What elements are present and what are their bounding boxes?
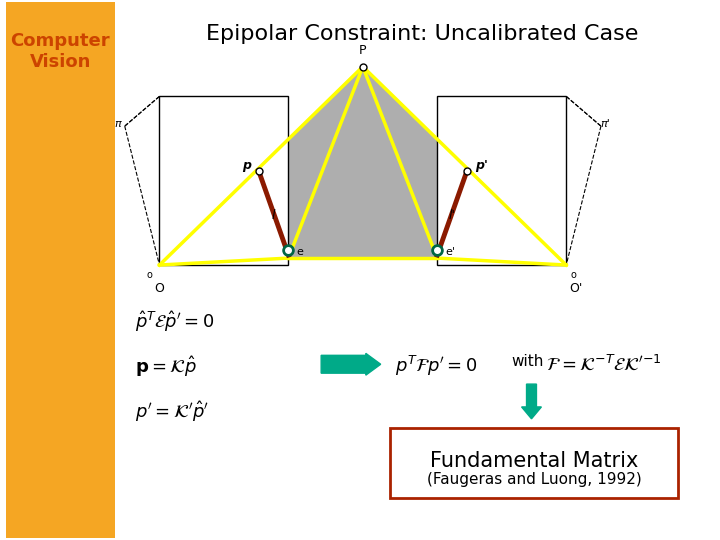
Text: $p^T \mathcal{F} p' = 0$: $p^T \mathcal{F} p' = 0$ [395,354,477,379]
Polygon shape [289,66,437,258]
Text: π': π' [600,119,610,129]
Text: O: O [155,282,164,295]
Text: o: o [570,270,576,280]
Text: $\hat{p}^T \mathcal{E} \hat{p}' = 0$: $\hat{p}^T \mathcal{E} \hat{p}' = 0$ [135,309,214,334]
FancyBboxPatch shape [390,428,678,498]
Text: Computer
Vision: Computer Vision [10,32,110,71]
FancyArrow shape [521,384,541,419]
Text: p: p [242,159,251,172]
Text: O': O' [570,282,582,295]
Text: with: with [512,354,544,369]
Text: p': p' [475,159,488,172]
Text: $p' = \mathcal{K}'\hat{p}'$: $p' = \mathcal{K}'\hat{p}'$ [135,399,209,424]
Text: $\mathbf{p} = \mathcal{K}\hat{p}$: $\mathbf{p} = \mathcal{K}\hat{p}$ [135,354,197,379]
Text: e': e' [445,247,455,257]
Text: P: P [359,44,366,57]
Text: e: e [297,247,303,257]
Text: (Faugeras and Luong, 1992): (Faugeras and Luong, 1992) [426,472,642,488]
Text: l: l [271,209,275,222]
Text: l': l' [449,209,456,222]
FancyBboxPatch shape [6,2,114,538]
Text: $\mathcal{F} = \mathcal{K}^{-T} \mathcal{E} \mathcal{K}'^{-1}$: $\mathcal{F} = \mathcal{K}^{-T} \mathcal… [546,354,662,374]
Text: Fundamental Matrix: Fundamental Matrix [430,450,638,470]
Text: π: π [114,119,121,129]
FancyBboxPatch shape [159,96,289,265]
Polygon shape [363,66,566,265]
Text: Epipolar Constraint: Uncalibrated Case: Epipolar Constraint: Uncalibrated Case [206,24,639,44]
FancyBboxPatch shape [437,96,566,265]
Text: o: o [147,270,153,280]
Polygon shape [159,66,363,265]
FancyArrow shape [321,353,381,375]
